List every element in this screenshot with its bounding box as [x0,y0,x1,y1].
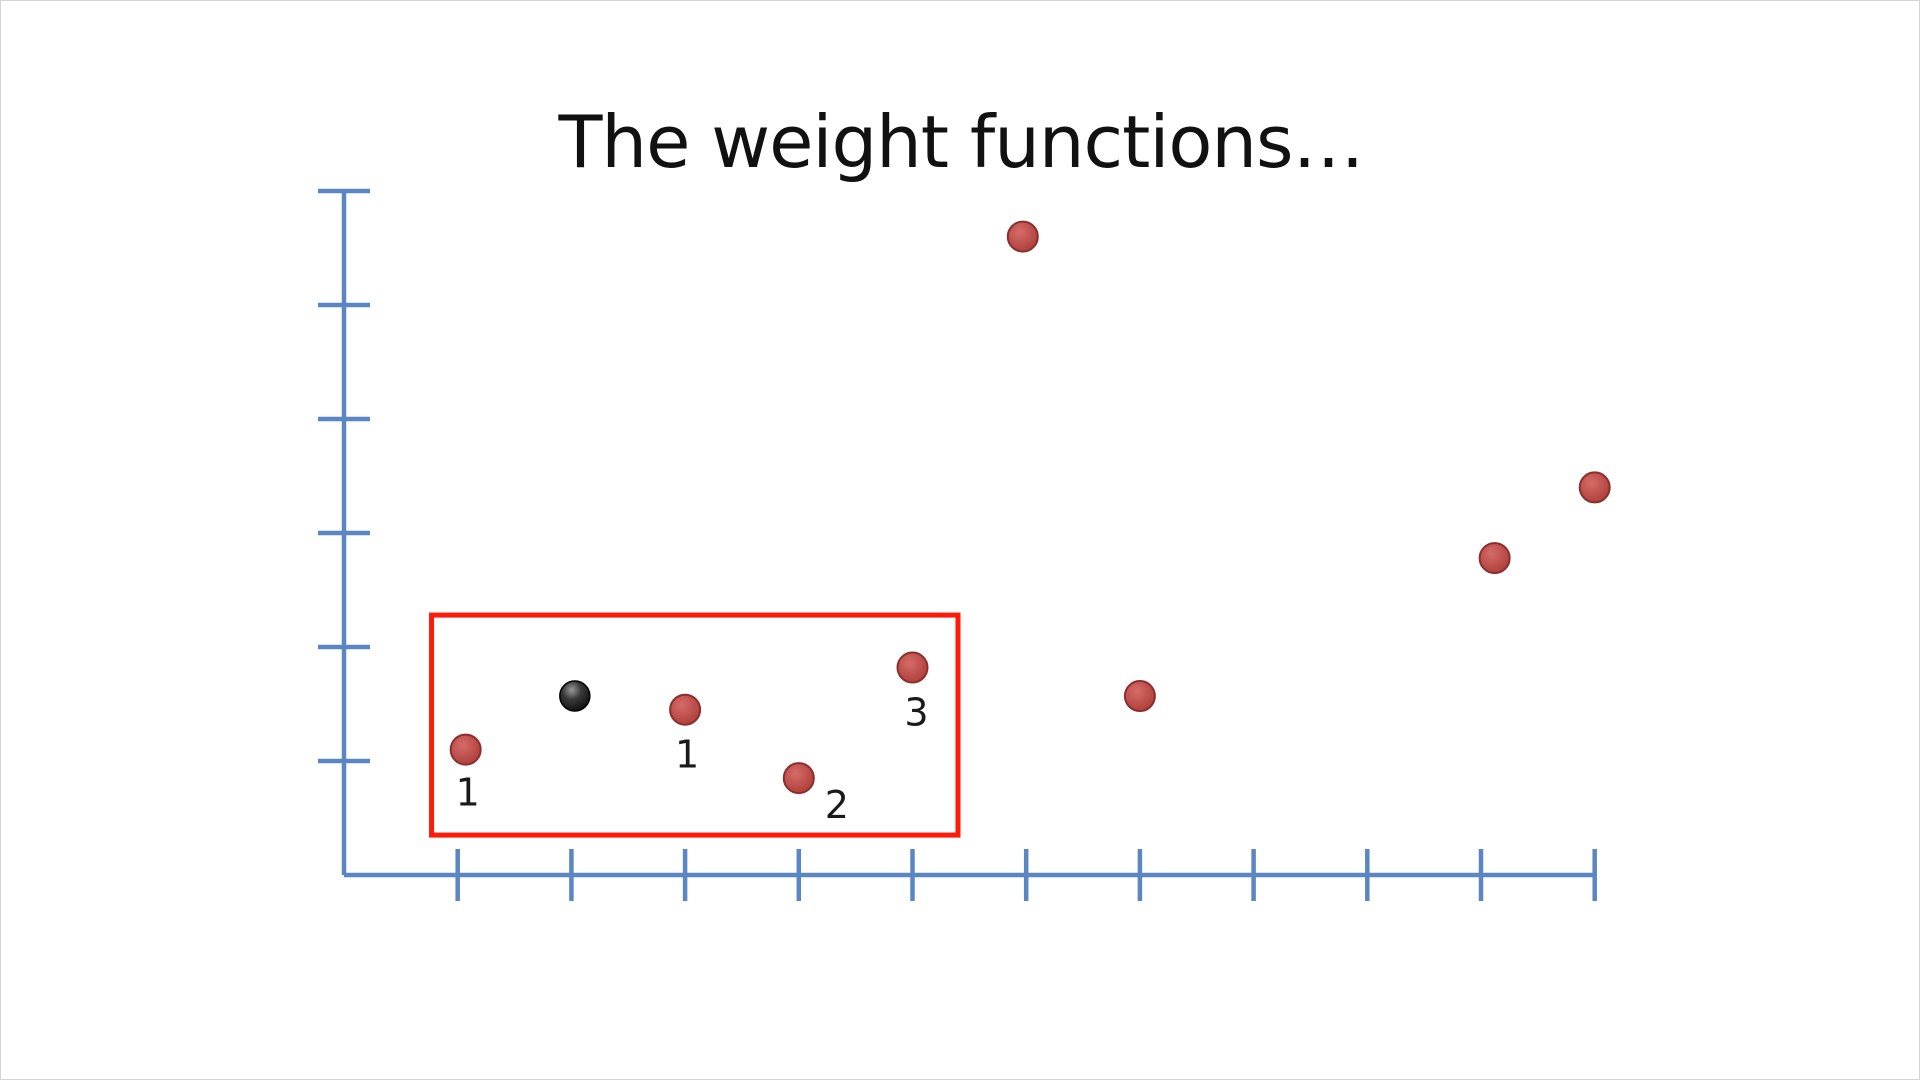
weight-label: 2 [825,783,849,827]
data-point [1123,680,1156,713]
data-point [449,733,482,766]
data-point [669,693,702,726]
highlight-box [429,612,961,838]
data-point [1478,542,1511,575]
query-point [559,680,591,712]
data-point [1578,471,1611,504]
data-point [782,762,815,795]
weight-label: 1 [456,771,480,815]
weight-label: 1 [675,733,699,777]
data-point [1006,220,1039,253]
weight-label: 3 [904,691,928,735]
data-point [896,651,929,684]
slide-title: The weight functions… [558,100,1364,184]
